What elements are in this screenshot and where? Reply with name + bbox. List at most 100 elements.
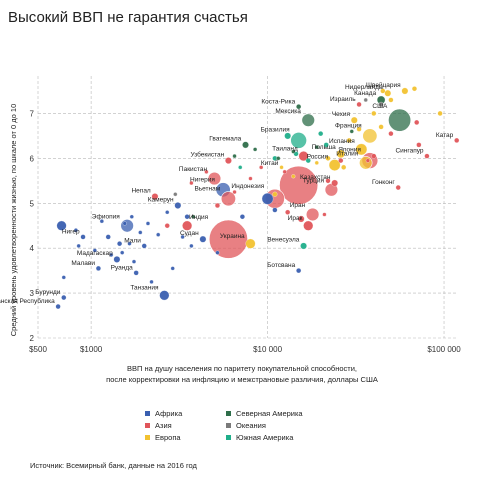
point-казахстан: [331, 179, 339, 187]
data-point: [109, 252, 114, 257]
data-point: [129, 214, 134, 219]
data-point: [314, 145, 319, 150]
y-tick-label: 6: [30, 154, 35, 163]
data-point: [232, 154, 237, 159]
data-point: [56, 220, 67, 231]
point-руанда: [133, 270, 139, 276]
label-малави: Малави: [71, 260, 95, 267]
legend-label-европа: Европа: [155, 433, 181, 442]
data-point: [127, 241, 132, 246]
point-мадагаскар: [113, 256, 121, 263]
point-таиланд: [298, 151, 309, 162]
label-ирак: Ирак: [288, 215, 303, 222]
label-индия: Индия: [189, 214, 209, 221]
data-point: [259, 165, 264, 170]
data-point: [388, 97, 394, 103]
grid: [37, 76, 458, 339]
data-point: [380, 88, 386, 94]
x-axis-title-line-1: ВВП на душу населения по паритету покупа…: [127, 364, 357, 373]
point-коста-рика: [296, 104, 302, 110]
label-индонезия: Индонезия: [231, 183, 264, 190]
label-непал: Непал: [131, 187, 150, 194]
data-point: [189, 180, 194, 186]
label-узбекистан: Узбекистан: [190, 150, 224, 158]
data-point: [145, 221, 151, 226]
data-point: [122, 221, 127, 226]
label-нидерланды: Нидерланды: [345, 84, 384, 91]
data-point: [170, 266, 175, 271]
label-украина: Украина: [220, 233, 245, 240]
legend-swatch-африка: [145, 411, 150, 416]
point-испания: [355, 143, 368, 156]
data-point: [165, 210, 170, 215]
point-польша: [336, 149, 345, 159]
legend-swatch-северная-америка: [226, 411, 231, 416]
point-сингапур: [424, 153, 430, 159]
legend-swatch-азия: [145, 423, 150, 428]
point-танзания: [159, 290, 170, 301]
point-ботсвана: [296, 268, 302, 274]
label-коста-рика: Коста-Рика: [261, 98, 295, 105]
data-point: [164, 223, 170, 229]
data-point: [349, 129, 354, 134]
label-руанда: Руанда: [111, 264, 134, 271]
legend-label-африка: Африка: [155, 409, 183, 418]
data-point: [73, 228, 78, 233]
point-узбекистан: [225, 157, 232, 164]
point-камерун: [174, 202, 182, 209]
data-point: [323, 142, 329, 148]
legend-swatch-южная-америка: [226, 435, 231, 440]
point-индия: [208, 219, 248, 259]
label-бразилия: Бразилия: [261, 126, 290, 133]
legend-swatch-океания: [226, 423, 231, 428]
y-axis-title-group: Средний уровень удовлетворенности жизнью…: [9, 104, 18, 337]
data-point: [297, 215, 305, 223]
label-испания: Испания: [329, 138, 355, 145]
data-point: [365, 158, 370, 163]
label-казахстан: Казахстан: [300, 174, 331, 181]
point-бразилия: [290, 132, 307, 149]
data-point: [341, 164, 347, 170]
legend: Африка Азия Европа Северная Америка Океания Ю…: [145, 409, 303, 442]
x-axis-title-line-2: после корректировки на инфляцию и межстр…: [106, 375, 378, 384]
data-point: [261, 193, 274, 205]
data-point: [180, 234, 185, 240]
y-axis-title: Средний уровень удовлетворенности жизнью…: [9, 104, 18, 337]
legend-label-северная-америка: Северная Америка: [236, 409, 303, 418]
label-канада: Канада: [354, 90, 376, 97]
data-point: [184, 214, 190, 220]
point-венесуэла: [300, 242, 307, 250]
x-tick-label: $100 000: [427, 345, 461, 354]
point-нигер: [80, 234, 86, 240]
legend-label-азия: Азия: [155, 421, 172, 430]
point-украина: [245, 238, 256, 249]
label-бурунди: Бурунди: [35, 289, 60, 296]
data-point: [285, 209, 291, 215]
point-гватемала: [242, 141, 249, 149]
point-израиль: [356, 101, 362, 108]
data-point: [346, 137, 352, 143]
data-point: [291, 149, 296, 154]
point-гонконг: [395, 184, 401, 191]
label-мали: Мали: [124, 238, 141, 245]
data-point: [173, 192, 178, 197]
data-point: [371, 153, 377, 159]
label-сингапур: Сингапур: [395, 148, 423, 155]
data-point: [371, 110, 377, 116]
point-швейцария: [401, 87, 409, 95]
legend-label-океания: Океания: [236, 421, 266, 430]
data-point: [253, 147, 258, 152]
chart-title: Высокий ВВП не гарантия счастья: [8, 9, 248, 26]
point-бурунди: [61, 295, 67, 301]
label-мадагаскар: Мадагаскар: [77, 250, 113, 257]
data-point: [120, 250, 125, 255]
data-point: [416, 142, 422, 148]
data-point: [282, 169, 287, 174]
label-вьетнам: Вьетнам: [194, 186, 220, 193]
data-point: [214, 202, 221, 209]
label-катар: Катар: [436, 132, 454, 139]
point-пакистан: [207, 171, 222, 186]
label-турция: Турция: [303, 177, 325, 184]
data-point: [248, 176, 253, 181]
